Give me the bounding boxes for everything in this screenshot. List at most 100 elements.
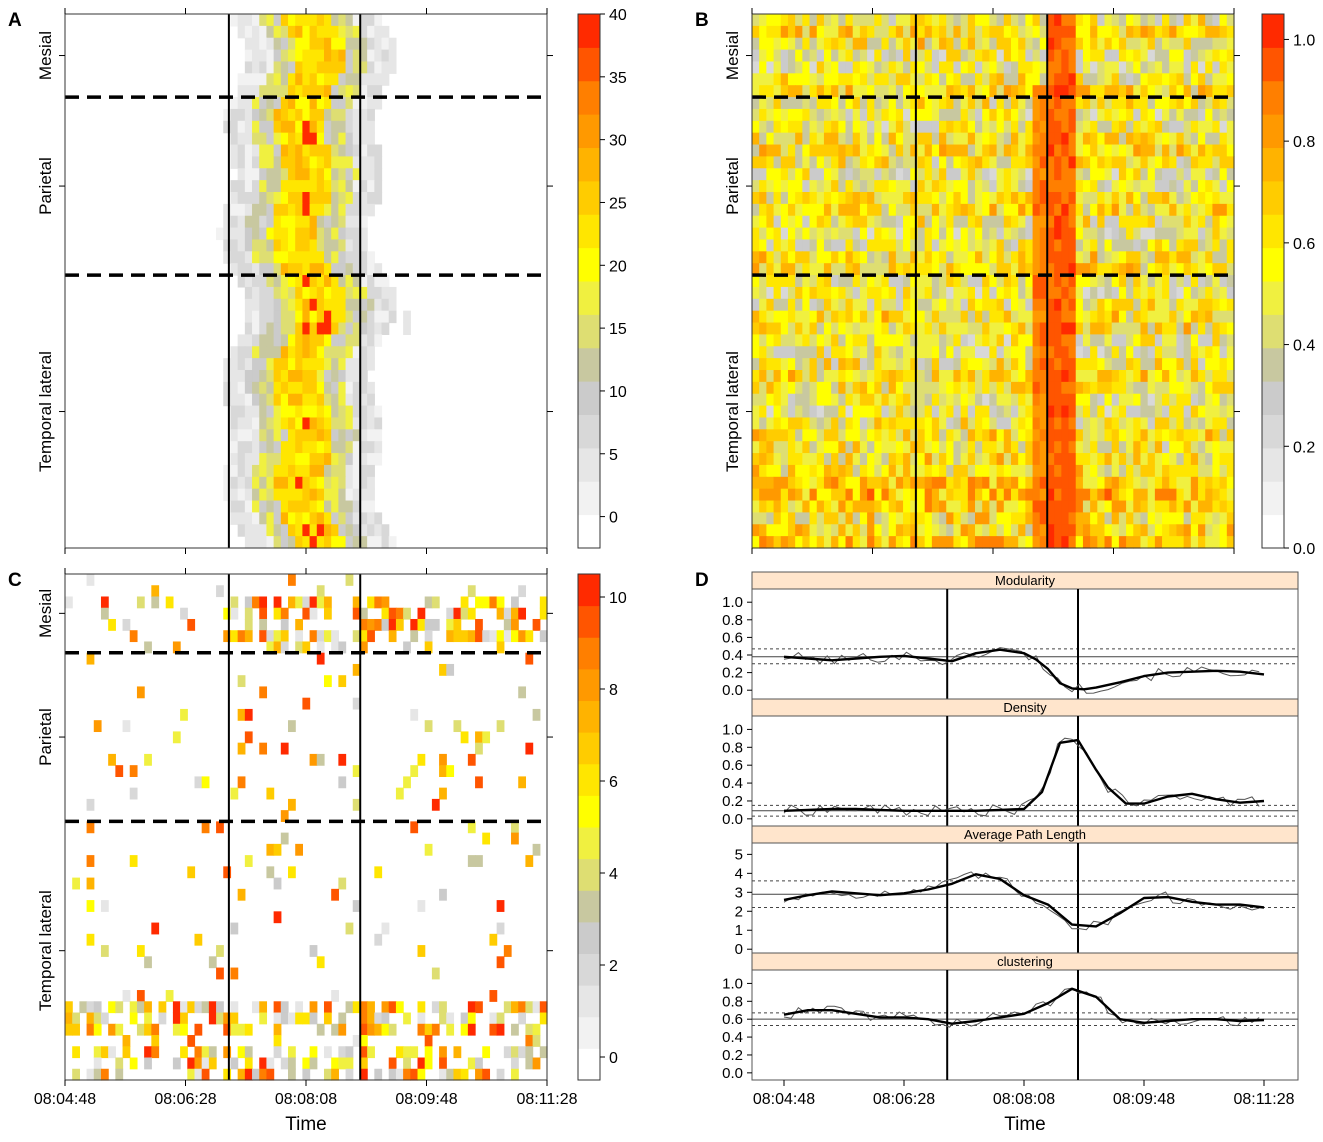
heat-cell <box>496 720 505 733</box>
heat-cell <box>975 192 983 205</box>
heat-cell <box>809 381 818 395</box>
heat-cell <box>975 334 983 347</box>
heat-cell <box>931 536 940 549</box>
heat-cell <box>1205 144 1214 157</box>
heat-cell <box>888 286 897 300</box>
heat-cell <box>924 405 933 419</box>
heat-cell <box>888 203 897 217</box>
heat-cell <box>1111 441 1120 454</box>
heat-cell <box>759 464 767 478</box>
heat-cell <box>787 192 796 205</box>
heat-cell <box>917 14 926 27</box>
heat-cell <box>1147 14 1156 27</box>
heat-cell <box>1169 275 1178 288</box>
heat-cell <box>359 263 368 276</box>
heat-cell <box>867 334 875 347</box>
heat-cell <box>752 512 760 525</box>
heat-cell <box>816 358 825 371</box>
heat-cell <box>1205 61 1214 74</box>
heat-cell <box>266 298 275 312</box>
heat-cell <box>845 192 854 205</box>
heat-cell <box>1054 239 1062 252</box>
heat-cell <box>759 203 767 217</box>
heat-cell <box>946 108 955 122</box>
heat-cell <box>252 464 260 478</box>
heat-cell <box>1126 144 1134 157</box>
panel-letter: D <box>695 570 709 591</box>
heat-cell <box>1010 156 1019 169</box>
heat-cell <box>201 1068 210 1081</box>
heat-cell <box>352 108 361 122</box>
heat-cell <box>302 607 311 620</box>
heat-cell <box>953 417 962 430</box>
heat-cell <box>809 25 818 39</box>
heat-cell <box>244 132 253 146</box>
heat-cell <box>852 334 861 347</box>
heat-cell <box>1212 180 1221 193</box>
heat-cell <box>787 310 796 324</box>
heat-cell <box>859 85 868 98</box>
heat-cell <box>816 453 825 466</box>
heat-cell <box>802 215 811 229</box>
heat-cell <box>752 417 760 430</box>
heat-cell <box>787 524 796 537</box>
heat-cell <box>946 310 955 324</box>
heat-cell <box>759 251 767 264</box>
heat-cell <box>845 286 854 300</box>
heat-cell <box>823 524 832 537</box>
heat-cell <box>316 227 325 241</box>
heat-cell <box>1176 429 1185 442</box>
heat-cell <box>1039 192 1048 205</box>
heat-cell <box>424 618 433 631</box>
heat-cell <box>982 108 990 122</box>
heat-cell <box>831 275 839 288</box>
heat-cell <box>338 275 347 288</box>
heat-cell <box>1039 25 1048 39</box>
heat-cell <box>259 607 268 620</box>
heat-cell <box>752 263 760 276</box>
heat-cell <box>752 14 760 27</box>
heat-cell <box>244 524 253 537</box>
heat-cell <box>1097 108 1106 122</box>
heat-cell <box>237 405 246 419</box>
heat-cell <box>259 476 268 490</box>
heat-cell <box>1003 61 1012 74</box>
heat-cell <box>1154 441 1163 454</box>
heat-cell <box>795 73 803 86</box>
heat-cell <box>1154 429 1163 442</box>
heat-cell <box>352 900 361 912</box>
heat-cell <box>1176 275 1185 288</box>
heat-cell <box>302 251 311 264</box>
heat-cell <box>525 1046 534 1059</box>
heat-cell <box>1154 476 1163 490</box>
heat-cell <box>1162 120 1170 134</box>
heat-cell <box>359 488 368 502</box>
heat-cell <box>1075 132 1084 146</box>
heat-cell <box>859 500 868 513</box>
heat-cell <box>1140 168 1149 181</box>
heat-cell <box>787 381 796 395</box>
heat-cell <box>280 180 289 193</box>
heat-cell <box>201 1057 210 1070</box>
heat-cell <box>759 14 767 27</box>
heat-cell <box>895 275 904 288</box>
heat-cell <box>874 346 883 359</box>
heat-cell <box>244 1046 253 1059</box>
heat-cell <box>917 298 926 312</box>
heat-cell <box>752 476 760 490</box>
heat-cell <box>1032 334 1041 347</box>
heat-cell <box>802 393 811 407</box>
heat-cell <box>309 1046 318 1059</box>
heat-cell <box>752 49 760 63</box>
heat-cell <box>831 393 839 407</box>
heat-cell <box>852 85 861 98</box>
heat-cell <box>316 630 325 643</box>
heat-cell <box>1039 180 1048 193</box>
heat-cell <box>874 120 883 134</box>
heat-cell <box>924 97 933 110</box>
heat-cell <box>1032 358 1041 371</box>
heat-cell <box>288 215 296 229</box>
heat-cell <box>1118 132 1127 146</box>
heat-cell <box>367 441 375 454</box>
heat-cell <box>1046 239 1055 252</box>
